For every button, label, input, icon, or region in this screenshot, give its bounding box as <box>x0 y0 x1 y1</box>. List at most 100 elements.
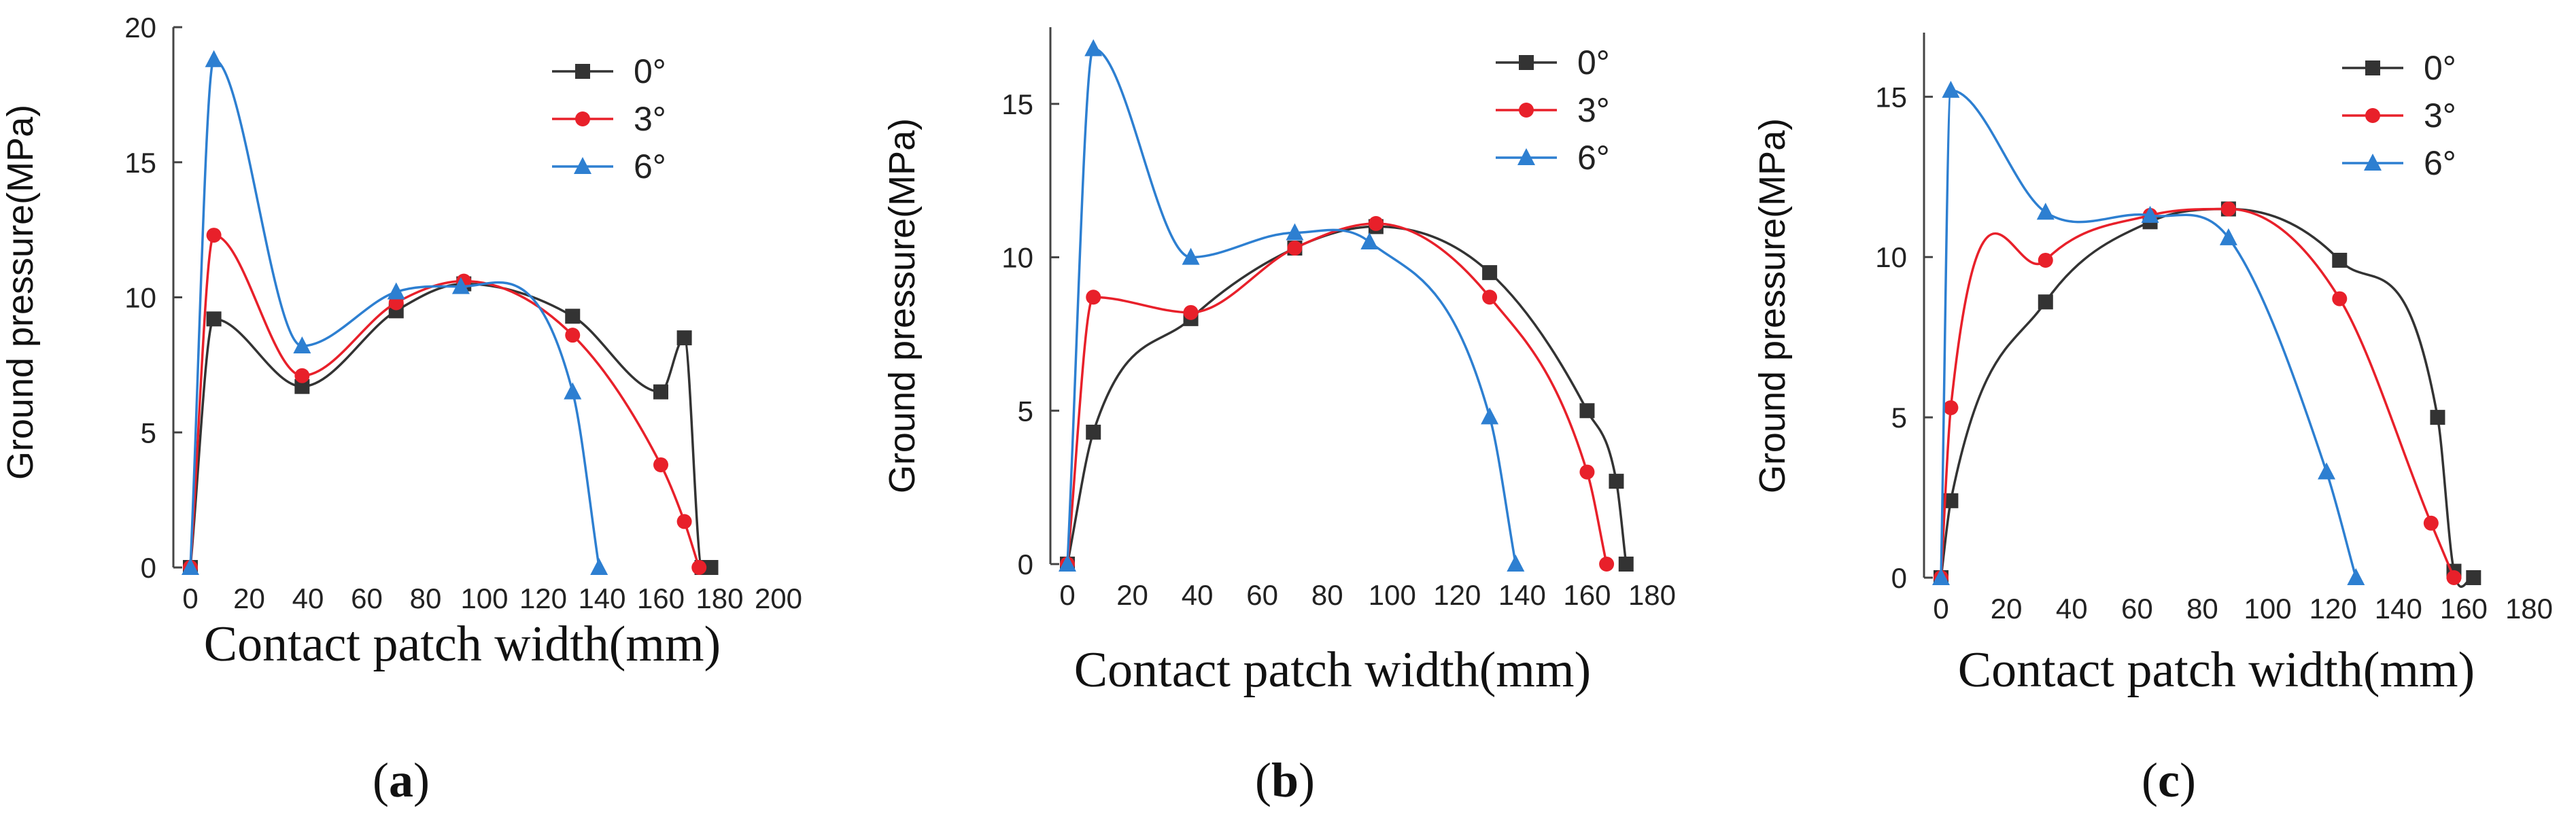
data-point <box>1482 290 1498 305</box>
data-point <box>564 382 582 400</box>
legend-marker <box>2364 154 2382 171</box>
data-point <box>2141 205 2159 223</box>
data-point <box>1368 215 1384 231</box>
x-tick-label: 100 <box>2244 593 2292 625</box>
data-point <box>653 384 668 400</box>
x-tick-label: 40 <box>292 582 324 614</box>
legend-marker <box>1519 103 1534 118</box>
panel-a: Ground pressure(MPa) Contact patch width… <box>0 12 802 807</box>
y-axis-label: Ground pressure(MPa) <box>882 118 923 493</box>
y-tick-label: 5 <box>1891 402 1907 434</box>
data-point <box>1287 241 1303 256</box>
data-point <box>1482 265 1498 281</box>
x-tick-label: 80 <box>2186 593 2218 625</box>
series-line <box>189 234 700 568</box>
data-point <box>2038 252 2053 268</box>
data-point <box>1943 493 1959 508</box>
y-tick-label: 15 <box>124 147 156 179</box>
data-point <box>387 282 405 300</box>
x-tick-label: 140 <box>1498 579 1546 611</box>
data-point <box>691 560 707 575</box>
x-tick-label: 120 <box>1433 579 1481 611</box>
legend-marker <box>575 111 590 126</box>
x-tick-label: 20 <box>1116 579 1148 611</box>
data-point <box>1084 39 1103 56</box>
data-point <box>1086 290 1101 305</box>
legend-label: 6° <box>2424 144 2456 182</box>
x-tick-label: 40 <box>2056 593 2088 625</box>
legend-label: 0° <box>634 52 666 90</box>
x-tick-label: 120 <box>2309 593 2357 625</box>
data-point <box>2036 203 2055 220</box>
data-point <box>182 558 199 575</box>
y-tick-label: 15 <box>1001 88 1033 120</box>
data-point <box>1183 304 1199 320</box>
x-tick-label: 140 <box>578 582 625 614</box>
legend-marker <box>575 64 590 79</box>
data-point <box>565 328 581 343</box>
panel-c-plot: 0 5 10 15 0 20 40 60 80 100 120 140 160 180 0° 3° 6° <box>1875 33 2553 625</box>
data-point <box>2219 228 2237 245</box>
legend-marker <box>2365 60 2380 75</box>
x-tick-label: 100 <box>1369 579 1416 611</box>
x-tick-label: 20 <box>1991 593 2023 625</box>
data-point <box>2332 291 2348 307</box>
data-point <box>1481 407 1499 425</box>
data-point <box>1286 223 1304 241</box>
legend-label: 0° <box>1577 43 1610 82</box>
legend-label: 6° <box>634 147 666 186</box>
x-axis-label: Contact patch width(mm) <box>1958 642 2475 698</box>
data-point <box>2466 570 2481 585</box>
data-point <box>2430 410 2445 425</box>
y-tick-label: 0 <box>1891 562 1907 594</box>
data-point <box>2347 568 2365 585</box>
x-tick-label: 20 <box>233 582 265 614</box>
data-point <box>206 228 222 243</box>
data-point <box>1579 403 1595 419</box>
series-line <box>1066 222 1608 565</box>
x-tick-label: 180 <box>695 582 743 614</box>
series-line <box>1940 207 2474 588</box>
series-line <box>1066 225 1628 565</box>
x-axis-label: Contact patch width(mm) <box>204 616 721 672</box>
panel-b-plot: 0 5 10 15 0 20 40 60 80 100 120 140 160 180 0° 3° 6° <box>1001 27 1676 611</box>
data-point <box>1086 424 1101 440</box>
x-tick-label: 80 <box>410 582 442 614</box>
data-point <box>1059 555 1076 572</box>
y-tick-label: 0 <box>1018 548 1033 580</box>
caption-a-letter: a <box>389 753 413 807</box>
data-point <box>294 368 310 383</box>
x-axis-label: Contact patch width(mm) <box>1074 642 1591 698</box>
data-point <box>1182 247 1200 265</box>
x-tick-label: 40 <box>1182 579 1214 611</box>
data-point <box>703 560 719 575</box>
series-line <box>1066 47 1517 565</box>
y-tick-label: 15 <box>1875 81 1907 113</box>
x-tick-label: 60 <box>1246 579 1278 611</box>
legend-label: 3° <box>634 100 666 138</box>
legend-marker <box>2365 108 2380 123</box>
panel-c: Ground pressure(MPa) Contact patch width… <box>1752 33 2553 807</box>
y-tick-label: 0 <box>141 552 156 584</box>
series-line <box>189 282 711 569</box>
legend-label: 6° <box>1577 139 1610 177</box>
data-point <box>1942 80 1960 98</box>
data-point <box>1609 474 1624 489</box>
data-point <box>206 311 222 327</box>
caption-a: (a) <box>373 753 430 807</box>
x-tick-label: 140 <box>2375 593 2422 625</box>
data-point <box>1579 464 1595 480</box>
data-point <box>451 277 470 294</box>
data-point <box>294 379 310 394</box>
data-point <box>1360 232 1379 249</box>
legend-label: 3° <box>2424 97 2456 135</box>
y-tick-label: 5 <box>141 417 156 449</box>
legend-label: 3° <box>1577 91 1610 129</box>
data-point <box>2220 201 2236 217</box>
data-point <box>293 336 311 354</box>
legend-marker <box>1519 55 1534 70</box>
x-tick-label: 0 <box>182 582 198 614</box>
y-tick-label: 10 <box>1875 241 1907 273</box>
data-point <box>1507 555 1525 572</box>
